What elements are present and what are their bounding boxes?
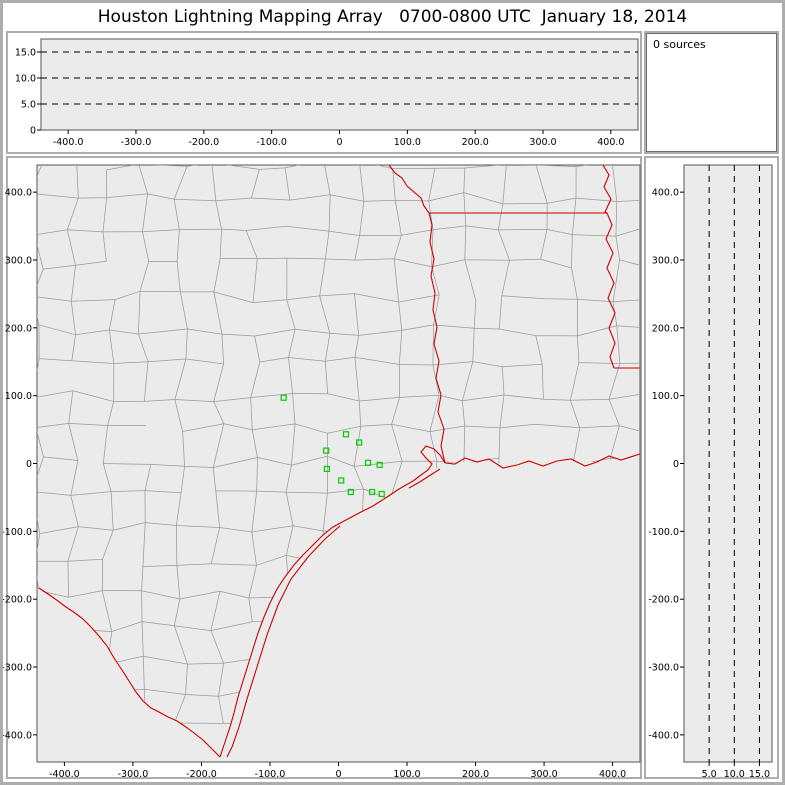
tick-label: 15.0	[749, 769, 770, 780]
tick-label: 0	[335, 769, 341, 780]
tick-label: 200.0	[5, 323, 32, 334]
tick-label: 0	[336, 137, 342, 148]
tick-label: 0	[26, 459, 32, 470]
station-marker	[280, 394, 287, 401]
tick-label: 300.0	[5, 255, 32, 266]
altitude-vs-north-south-plot-area	[683, 164, 773, 763]
tick-label: 0	[673, 459, 679, 470]
plan-view-map-frame: -400.0 -300.0 -200.0 -100.0 0 100.0 200.0 300.0…	[3, 156, 642, 780]
station-marker	[378, 490, 385, 498]
station-marker	[323, 465, 330, 472]
ew-altitude-panel-frame: -400.0 -300.0 -200.0 -100.0 0 100.0 200.0 300.0…	[6, 31, 642, 154]
tick-label: 100.0	[394, 137, 421, 148]
tick-label: -100.0	[256, 137, 287, 148]
state-borders	[38, 164, 641, 758]
station-marker	[364, 459, 372, 466]
tick-label: 10.0	[15, 74, 36, 85]
tick-label: 10.0	[724, 769, 745, 780]
tick-label: 15.0	[15, 48, 36, 59]
tick-label: 400.0	[599, 769, 626, 780]
tick-label: 300.0	[652, 255, 679, 266]
tick-label: -200.0	[648, 595, 679, 606]
tick-label: -200.0	[189, 137, 220, 148]
tick-label: -300.0	[648, 663, 679, 674]
tick-label: -400.0	[53, 137, 84, 148]
station-marker	[347, 488, 354, 496]
state-border-line	[428, 212, 446, 464]
ns-altitude-panel: 5.0 10.0 15.0 400.0 300.0 200.0 100.0 0 -100.0 -2…	[648, 164, 773, 780]
tick-label: -100.0	[648, 527, 679, 538]
station-marker	[323, 447, 330, 454]
ns-altitude-panel-frame: 5.0 10.0 15.0 400.0 300.0 200.0 100.0 0 -100.0 -2…	[644, 156, 779, 780]
tick-label: 300.0	[530, 769, 557, 780]
station-marker	[356, 439, 363, 446]
tick-label: -400.0	[1, 730, 32, 741]
tick-label: -100.0	[1, 527, 32, 538]
tick-label: 400.0	[652, 188, 679, 199]
sources-count-label: 0 sources	[653, 38, 706, 51]
plan-view-map-panel: -400.0 -300.0 -200.0 -100.0 0 100.0 200.0 300.0…	[3, 164, 641, 780]
state-border-line	[226, 525, 341, 758]
tick-label: 200.0	[652, 323, 679, 334]
page-title: Houston Lightning Mapping Array 0700-080…	[97, 7, 688, 27]
tick-label: 400.0	[5, 188, 32, 199]
tick-label: -200.0	[186, 769, 217, 780]
ew-altitude-panel: -400.0 -300.0 -200.0 -100.0 0 100.0 200.0 300.0…	[15, 38, 639, 148]
tick-label: -300.0	[121, 137, 152, 148]
tick-label: 0	[30, 126, 36, 137]
tick-label: 300.0	[529, 137, 556, 148]
plan-view-map-plot-area	[36, 164, 641, 763]
tick-label: 100.0	[652, 391, 679, 402]
altitude-vs-east-west-plot-area	[40, 38, 639, 131]
station-marker	[338, 477, 345, 484]
tick-label: 100.0	[393, 769, 420, 780]
tick-label: -100.0	[255, 769, 286, 780]
sources-count-frame: 0 sources	[644, 31, 779, 154]
tick-label: 5.0	[21, 100, 36, 111]
state-border-line	[444, 453, 641, 469]
state-border-line	[219, 480, 414, 758]
tick-label: 5.0	[702, 769, 717, 780]
state-border-line	[38, 587, 221, 758]
tick-label: 400.0	[597, 137, 624, 148]
sources-count-box: 0 sources	[646, 33, 777, 152]
state-border-line	[602, 164, 616, 369]
tick-label: 100.0	[5, 391, 32, 402]
station-marker	[369, 488, 376, 496]
tick-label: 200.0	[462, 137, 489, 148]
state-border-line	[388, 164, 430, 214]
tick-label: -200.0	[1, 595, 32, 606]
station-marker	[342, 431, 350, 438]
state-border-line	[408, 468, 441, 489]
state-border-line	[412, 445, 446, 482]
tick-label: -300.0	[118, 769, 149, 780]
tick-label: 200.0	[462, 769, 489, 780]
tick-label: -400.0	[648, 730, 679, 741]
station-marker	[376, 461, 383, 468]
tick-label: -400.0	[49, 769, 80, 780]
lma-stations	[280, 394, 385, 498]
tick-label: -300.0	[1, 663, 32, 674]
